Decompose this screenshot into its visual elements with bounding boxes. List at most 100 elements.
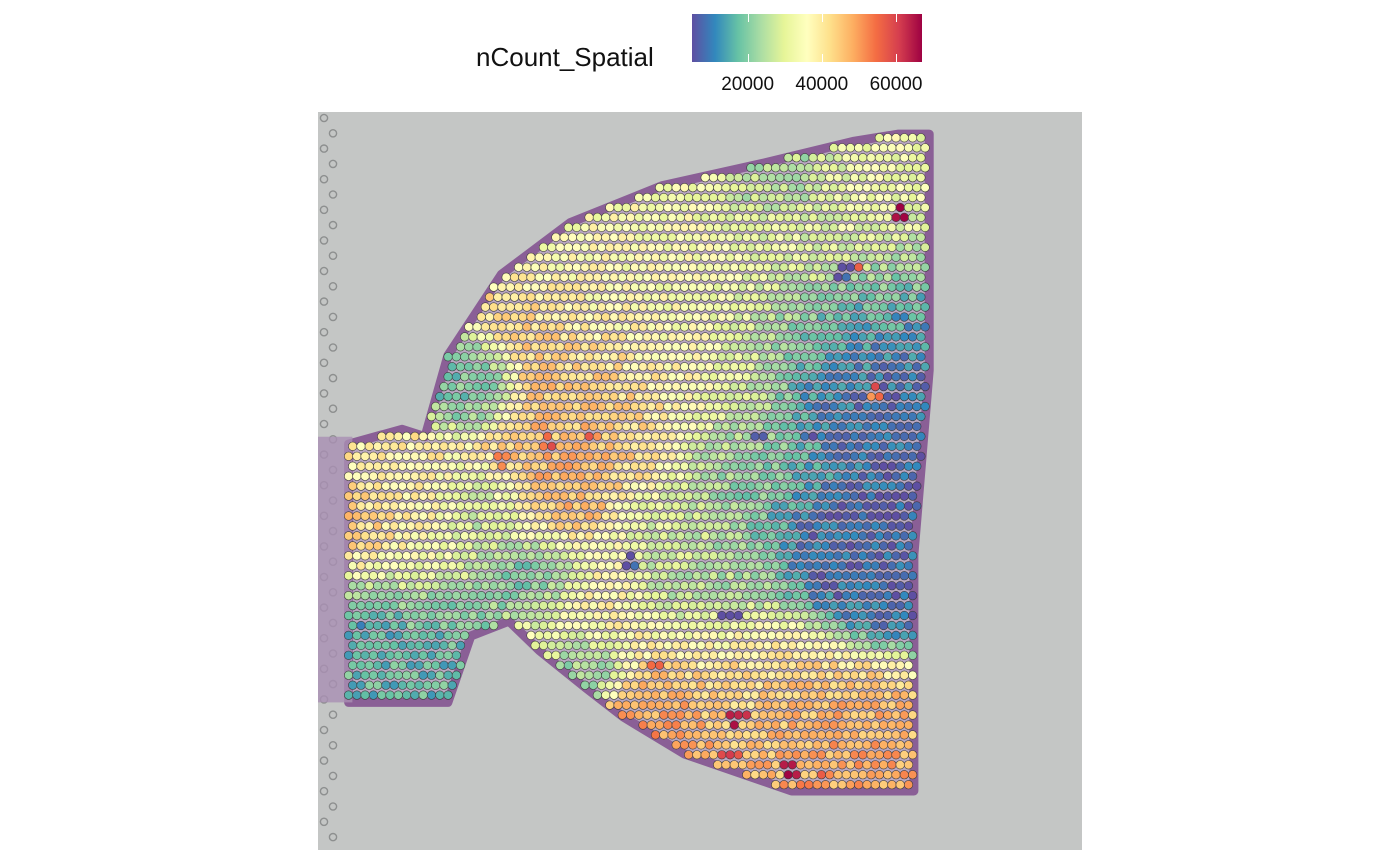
spot: [460, 590, 470, 601]
spot: [775, 372, 785, 382]
spot: [870, 461, 880, 471]
spot: [650, 451, 661, 461]
spot: [787, 342, 797, 352]
spot: [443, 650, 453, 660]
spot: [381, 581, 391, 591]
spot: [559, 511, 569, 521]
spot: [667, 551, 677, 561]
spot: [858, 670, 868, 680]
spot: [870, 401, 880, 412]
spot: [547, 401, 557, 412]
spot: [443, 372, 453, 382]
spot: [762, 640, 773, 651]
spot: [439, 561, 449, 571]
spot: [596, 262, 607, 272]
spot: [725, 411, 735, 422]
spot: [368, 451, 379, 461]
spot: [621, 481, 632, 491]
spot: [638, 421, 648, 432]
spot: [729, 680, 739, 690]
spot: [588, 680, 598, 690]
spot: [679, 720, 690, 730]
spot: [667, 292, 677, 302]
spot: [800, 491, 810, 501]
spot: [742, 372, 752, 382]
spot: [422, 461, 433, 471]
spot: [588, 501, 598, 511]
spot: [472, 381, 482, 392]
spot: [667, 670, 677, 680]
spot: [625, 372, 636, 382]
spot: [700, 451, 710, 461]
spot: [692, 531, 702, 541]
spot: [907, 571, 918, 581]
spot: [704, 561, 715, 571]
spot: [878, 640, 889, 651]
spot: [397, 501, 408, 511]
spot: [630, 322, 640, 332]
spot: [862, 581, 872, 591]
spot: [422, 501, 433, 511]
spot: [878, 660, 889, 670]
spot: [841, 153, 851, 163]
spot: [489, 521, 499, 531]
spot: [401, 670, 412, 680]
spot: [825, 232, 835, 242]
spot: [779, 501, 789, 511]
spot: [572, 302, 582, 312]
spot: [762, 680, 773, 690]
spot: [708, 212, 719, 223]
spot: [771, 700, 781, 710]
spot: [580, 342, 590, 352]
spot: [654, 561, 665, 571]
spot: [883, 411, 893, 422]
spot: [808, 670, 818, 680]
spot: [343, 670, 354, 680]
spot: [837, 322, 847, 332]
spot: [480, 620, 491, 631]
spot: [364, 461, 374, 471]
spot: [401, 471, 412, 481]
spot: [605, 342, 615, 352]
spot: [854, 441, 864, 451]
spot: [659, 511, 669, 521]
spot: [559, 232, 569, 242]
spot: [849, 312, 860, 322]
spot: [617, 511, 627, 521]
spot: [891, 212, 901, 223]
spot: [501, 491, 511, 501]
spot: [513, 541, 524, 551]
spot: [899, 272, 909, 282]
spot: [891, 352, 901, 362]
spot: [878, 461, 889, 471]
spot: [791, 292, 802, 302]
spot: [708, 292, 719, 302]
spot: [779, 700, 789, 710]
spot: [775, 252, 785, 262]
spot: [907, 491, 918, 501]
spot: [439, 660, 449, 670]
spot: [887, 581, 897, 591]
spot: [484, 551, 495, 561]
spot: [393, 630, 403, 641]
spot: [630, 660, 640, 670]
spot: [895, 302, 905, 312]
spot: [472, 322, 482, 332]
spot: [841, 232, 851, 242]
spot: [389, 581, 399, 591]
spot: [679, 461, 690, 471]
spot: [845, 143, 856, 153]
spot: [729, 760, 739, 770]
spot: [634, 531, 644, 541]
spot: [779, 401, 789, 412]
spot: [891, 571, 901, 581]
spot: [920, 222, 930, 233]
spot: [891, 451, 901, 461]
spot: [642, 551, 652, 561]
spot: [870, 760, 880, 770]
spot: [704, 720, 715, 730]
spot: [572, 262, 582, 272]
spot: [534, 511, 544, 521]
spot: [642, 232, 652, 242]
spot: [638, 381, 648, 392]
